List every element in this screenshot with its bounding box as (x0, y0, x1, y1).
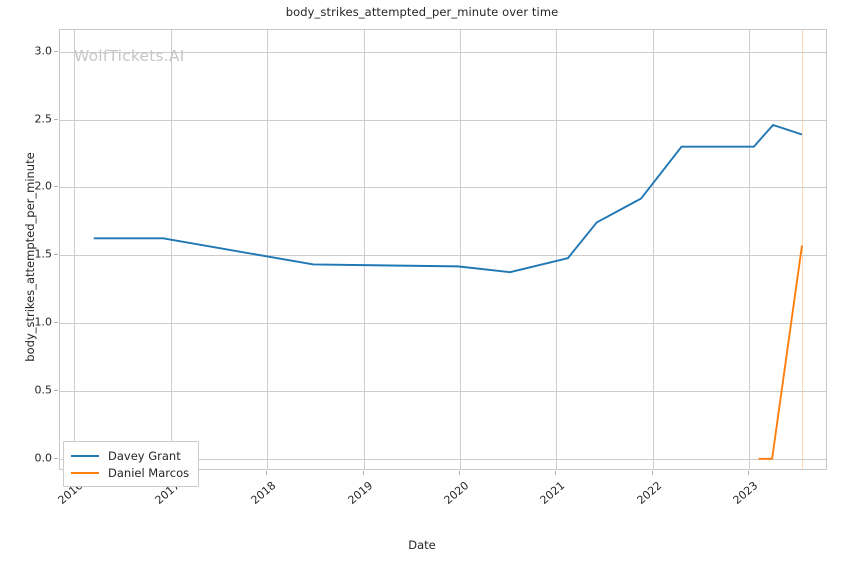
gridline-vertical (74, 30, 76, 469)
gridline-vertical (748, 30, 750, 469)
y-tick-label: 0.0 (34, 451, 53, 465)
x-tick-label: 2023 (730, 479, 761, 507)
gridline-vertical (556, 30, 558, 469)
chart-title: body_strikes_attempted_per_minute over t… (285, 5, 559, 19)
y-tick-mark (54, 186, 58, 188)
gridline-vertical (363, 30, 365, 469)
x-axis-label: Date (408, 538, 436, 552)
x-tick-label: 2020 (441, 479, 472, 507)
gridline-vertical (267, 30, 269, 469)
legend-label: Daniel Marcos (108, 465, 190, 480)
gridline-vertical (170, 30, 172, 469)
x-tick-label: 2021 (537, 479, 568, 507)
x-tick-label: 2018 (248, 479, 279, 507)
gridline-horizontal (60, 187, 826, 189)
x-tick-mark (747, 471, 749, 475)
gridline-horizontal (60, 323, 826, 325)
y-axis-label: body_strikes_attempted_per_minute (23, 152, 37, 362)
legend-item[interactable]: Davey Grant (71, 447, 189, 464)
y-tick-mark (54, 254, 58, 256)
y-tick-label: 0.5 (34, 383, 53, 397)
gridline-horizontal (60, 390, 826, 392)
y-tick-label: 1.5 (34, 247, 53, 261)
y-tick-mark (54, 50, 58, 52)
x-tick-mark (458, 471, 460, 475)
y-tick-label: 2.5 (34, 112, 53, 126)
x-tick-mark (555, 471, 557, 475)
x-tick-mark (362, 471, 364, 475)
x-tick-mark (266, 471, 268, 475)
y-tick-mark (54, 322, 58, 324)
gridline-vertical (652, 30, 654, 469)
y-tick-label: 2.0 (34, 179, 53, 193)
legend-item[interactable]: Daniel Marcos (71, 464, 189, 481)
legend-color-swatch (71, 471, 99, 474)
gridline-accent-vertical (801, 30, 803, 469)
gridline-horizontal (60, 119, 826, 121)
x-tick-label: 2019 (345, 479, 375, 507)
watermark-text: WolfTickets.AI (74, 47, 185, 65)
chart-legend: Davey Grant Daniel Marcos (63, 441, 200, 487)
y-tick-label: 1.0 (34, 315, 53, 329)
series-line (758, 245, 803, 460)
gridline-horizontal (60, 255, 826, 257)
legend-color-swatch (71, 454, 99, 457)
gridline-horizontal (60, 51, 826, 53)
y-tick-label: 3.0 (34, 44, 53, 58)
gridline-horizontal (60, 458, 826, 460)
y-tick-mark (54, 457, 58, 459)
gridline-vertical (459, 30, 461, 469)
x-tick-mark (651, 471, 653, 475)
x-tick-label: 2022 (634, 479, 664, 507)
y-tick-mark (54, 118, 58, 120)
series-lines (93, 124, 803, 460)
y-axis-ticks: 0.0 0.5 1.0 1.5 2.0 2.5 3.0 (0, 0, 58, 561)
y-tick-mark (54, 389, 58, 391)
plot-area: WolfTickets.AI (59, 29, 827, 470)
legend-label: Davey Grant (108, 448, 181, 463)
series-line (93, 124, 803, 274)
